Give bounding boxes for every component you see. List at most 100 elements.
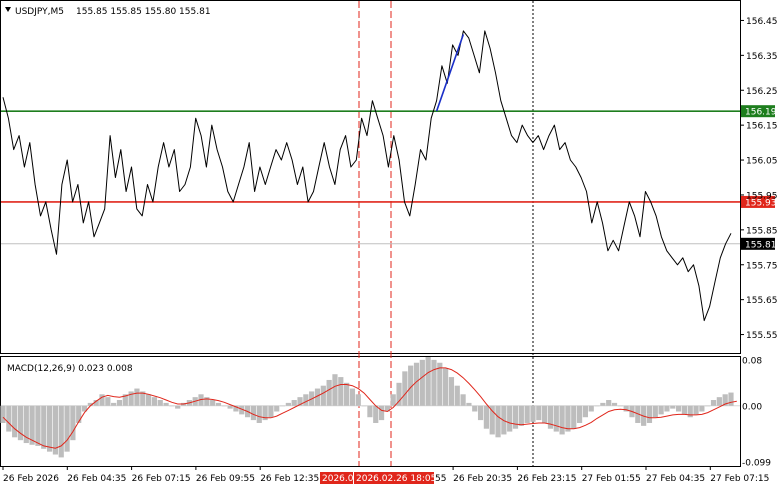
macd-bar	[571, 405, 577, 429]
price-line	[2, 30, 732, 322]
macd-bar	[722, 394, 728, 406]
x-tick-label: 27 Feb 07:15	[710, 474, 769, 484]
x-highlight-tag-b	[354, 472, 434, 484]
macd-bar	[443, 368, 449, 406]
macd-bar	[477, 405, 484, 421]
macd-histogram	[0, 357, 737, 458]
macd-bar	[728, 392, 734, 406]
macd-bar	[419, 359, 425, 406]
macd-bar	[367, 405, 373, 418]
x-tick-label: 27 Feb 04:35	[646, 474, 705, 484]
macd-bar	[198, 394, 204, 406]
macd-bar	[384, 405, 390, 412]
macd-bar	[687, 405, 693, 418]
macd-bar	[221, 405, 227, 407]
macd-bar	[105, 397, 111, 406]
macd-bar	[64, 405, 70, 452]
macd-bar	[262, 405, 268, 421]
macd-bar	[536, 405, 542, 421]
x-tick-label: 26 Feb 12:35	[260, 474, 319, 484]
macd-bar	[466, 402, 472, 406]
macd-bar	[215, 402, 222, 406]
y-tick-label: 155.85	[746, 226, 778, 236]
macd-bar	[425, 357, 431, 406]
level-tag-text-1: 155.93	[745, 198, 777, 208]
macd-bar	[512, 405, 519, 429]
macd-bar	[338, 377, 344, 406]
x-tick-label: 27 Feb 01:55	[582, 474, 641, 484]
triangle-down-icon[interactable]	[5, 7, 11, 12]
macd-bar	[530, 405, 536, 422]
macd-bar	[239, 405, 245, 415]
macd-bar	[582, 405, 588, 418]
y-tick-label: 156.45	[746, 17, 778, 27]
price-axis: 156.45156.35156.25156.15156.05155.95155.…	[740, 17, 778, 341]
macd-bar	[454, 385, 460, 406]
x-tick-label: 26 Feb 07:15	[132, 474, 191, 484]
macd-bar	[146, 394, 152, 406]
macd-bar	[588, 405, 594, 412]
macd-title: MACD(12,26,9) 0.023 0.008	[7, 364, 133, 374]
ohlc-readout: 155.85 155.85 155.80 155.81	[76, 7, 211, 17]
macd-bar	[12, 405, 18, 438]
macd-signal-line	[2, 367, 737, 449]
macd-bar	[448, 377, 455, 406]
symbol-label: USDJPY,M5	[15, 7, 64, 17]
macd-bar	[675, 405, 682, 412]
macd-bar	[413, 362, 420, 406]
macd-bar	[46, 405, 53, 452]
macd-bar	[617, 405, 623, 407]
price-series	[2, 30, 732, 322]
macd-bar	[256, 405, 262, 423]
macd-bar	[460, 394, 466, 406]
macd-bar	[6, 405, 12, 432]
macd-bar	[17, 405, 24, 441]
x-tick-label-partial: 55	[435, 474, 446, 484]
macd-tick-label: -0.099	[742, 459, 771, 469]
macd-bar	[175, 405, 181, 409]
macd-bar	[670, 405, 676, 409]
last-price-tag	[741, 237, 775, 250]
macd-bar	[274, 405, 280, 412]
macd-bar	[507, 405, 513, 432]
macd-bar	[332, 374, 338, 406]
y-tick-label: 155.55	[746, 331, 778, 341]
macd-bar	[140, 391, 146, 406]
macd-bar	[664, 405, 670, 412]
macd-bar	[151, 397, 158, 406]
last-price-tag-text: 155.81	[745, 240, 777, 250]
macd-bar	[396, 382, 402, 406]
macd-bar	[128, 391, 134, 406]
vertical-markers	[358, 1, 534, 466]
macd-bar	[594, 405, 600, 407]
macd-bar	[157, 400, 163, 406]
macd-bar	[431, 359, 437, 406]
macd-bar	[635, 405, 641, 423]
macd-bar	[681, 405, 688, 415]
macd-bar	[373, 405, 379, 423]
macd-bar	[169, 405, 175, 407]
x-tick-label: 26 Feb 20:35	[453, 474, 512, 484]
y-tick-label: 155.75	[746, 261, 778, 271]
macd-bar	[76, 405, 82, 423]
macd-bar	[116, 400, 123, 406]
x-highlight-label-b: 2026.02.26 18:05	[356, 474, 436, 484]
level-tag-text-0: 156.19	[745, 108, 777, 118]
macd-bar	[344, 382, 350, 406]
macd-bar	[58, 405, 64, 458]
macd-bar	[472, 405, 478, 412]
macd-bar	[693, 405, 699, 415]
trendline[interactable]	[435, 34, 465, 112]
macd-bar	[658, 405, 664, 415]
macd-bar	[122, 394, 128, 406]
macd-bar	[705, 405, 711, 407]
macd-bar	[542, 405, 548, 423]
macd-bar	[35, 405, 41, 446]
macd-bar	[553, 405, 559, 432]
x-tick-label: 26 Feb 23:15	[517, 474, 576, 484]
macd-bar	[111, 402, 117, 406]
y-tick-label: 156.15	[746, 122, 778, 132]
x-tick-label: 26 Feb 09:55	[196, 474, 255, 484]
macd-bar	[611, 402, 618, 406]
